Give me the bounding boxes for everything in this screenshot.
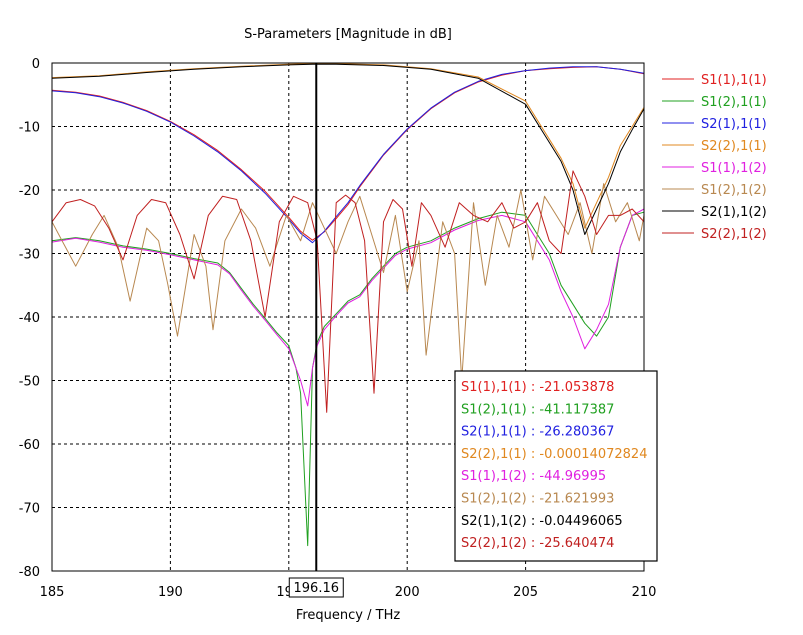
marker-readout-entry: S2(2),1(1) : -0.00014072824 <box>461 447 647 462</box>
x-tick-label: 190 <box>158 585 183 600</box>
marker-value-label: 196.16 <box>294 581 340 596</box>
series-line-s2-2-1-2- <box>51 170 645 413</box>
legend-entry: S2(2),1(1) <box>701 139 767 154</box>
legend-entry: S2(1),1(1) <box>701 117 767 132</box>
marker-readout-entry: S1(1),1(2) : -44.96995 <box>461 469 606 484</box>
x-tick-label: 205 <box>513 585 538 600</box>
y-tick-label: -50 <box>19 375 40 390</box>
series-line-s1-2-1-2- <box>51 183 645 381</box>
x-tick-label: 200 <box>395 585 420 600</box>
y-tick-label: -30 <box>19 248 40 263</box>
legend-entry: S1(2),1(2) <box>701 183 767 198</box>
y-tick-labels: 0 -10 -20 -30 -40 -50 -60 -70 -80 <box>19 57 40 580</box>
y-tick-label: -70 <box>19 502 40 517</box>
marker-readout-entry: S1(2),1(2) : -21.621993 <box>461 492 614 507</box>
marker-readout-entry: S1(2),1(1) : -41.117387 <box>461 402 614 417</box>
y-tick-label: -40 <box>19 311 40 326</box>
legend-entry: S2(2),1(2) <box>701 227 767 242</box>
chart-title: S-Parameters [Magnitude in dB] <box>244 27 452 42</box>
marker-readout-entry: S1(1),1(1) : -21.053878 <box>461 380 614 395</box>
y-tick-label: -80 <box>19 565 40 580</box>
marker-readout-entry: S2(1),1(2) : -0.04496065 <box>461 514 623 529</box>
x-tick-label: 185 <box>40 585 65 600</box>
series-lines <box>51 63 645 547</box>
marker-readout-box: S1(1),1(1) : -21.053878 S1(2),1(1) : -41.… <box>454 370 658 562</box>
marker-readout-entry: S2(2),1(2) : -25.640474 <box>461 536 614 551</box>
y-tick-label: 0 <box>32 57 40 72</box>
series-line-s2-1-1-1- <box>51 66 645 244</box>
marker-value-box <box>288 577 344 598</box>
x-axis-label: Frequency / THz <box>296 608 401 623</box>
series-line-s1-1-1-2- <box>51 208 645 407</box>
plot-frame <box>51 62 645 572</box>
y-tick-label: -10 <box>19 121 40 136</box>
series-line-s2-1-1-2- <box>51 63 645 235</box>
y-tick-label: -20 <box>19 184 40 199</box>
y-tick-label: -60 <box>19 438 40 453</box>
x-tick-label: 210 <box>632 585 657 600</box>
legend-entry: S2(1),1(2) <box>701 205 767 220</box>
legend-entry: S1(1),1(2) <box>701 161 767 176</box>
marker-readout-entry: S2(1),1(1) : -26.280367 <box>461 425 614 440</box>
legend: S1(1),1(1) S1(2),1(1) S2(1),1(1) S2(2),1(1)… <box>662 73 767 242</box>
x-tick-labels: 185190195200205210 <box>40 585 657 600</box>
legend-entry: S1(1),1(1) <box>701 73 767 88</box>
legend-entry: S1(2),1(1) <box>701 95 767 110</box>
series-line-s1-2-1-1- <box>51 211 645 547</box>
